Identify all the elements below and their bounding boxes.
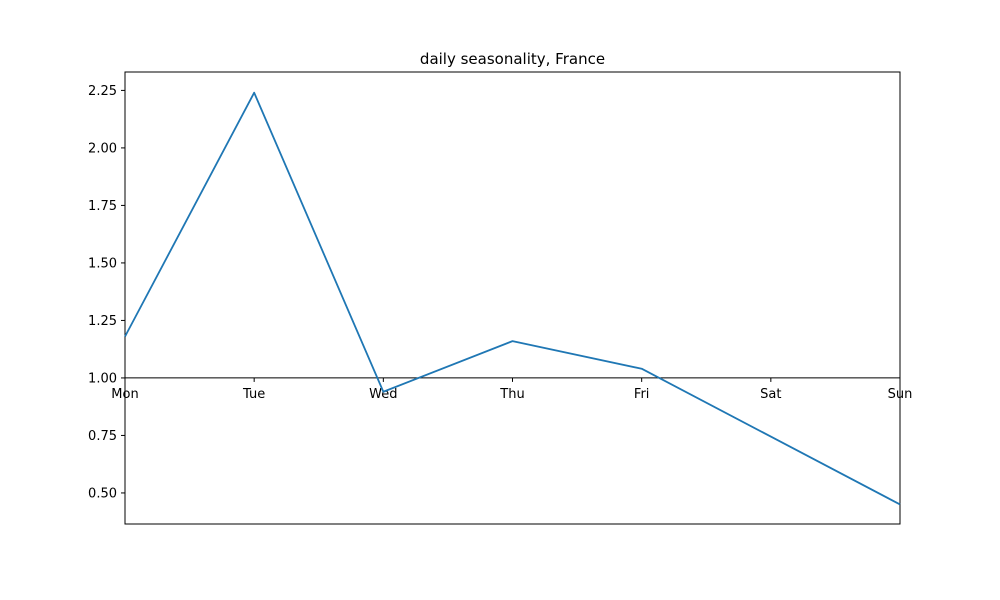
y-tick-label: 2.00 <box>88 141 117 156</box>
x-tick-label: Thu <box>499 387 524 402</box>
x-tick-label: Wed <box>369 387 397 402</box>
y-axis: 0.50 0.75 1.00 1.25 1.50 1.75 2.00 2.25 <box>88 84 125 501</box>
plot-frame <box>124 71 901 525</box>
y-tick-label: 2.25 <box>88 84 117 99</box>
y-tick-label: 0.75 <box>88 429 117 444</box>
y-tick-label: 1.00 <box>88 371 117 386</box>
series-line <box>124 91 901 506</box>
x-tick-label: Sun <box>888 387 913 402</box>
y-tick-label: 1.25 <box>88 314 117 329</box>
y-tick-label: 1.50 <box>88 256 117 271</box>
x-tick-label: Mon <box>111 387 138 402</box>
x-tick-label: Tue <box>242 387 265 402</box>
series-layer <box>124 91 901 506</box>
y-tick-label: 1.75 <box>88 199 117 214</box>
y-tick-label: 0.50 <box>88 486 117 501</box>
x-axis: Mon Tue Wed Thu Fri Sat Sun <box>111 377 913 402</box>
chart-title: daily seasonality, France <box>420 50 605 68</box>
x-tick-label: Sat <box>760 387 781 402</box>
x-tick-label: Fri <box>634 387 650 402</box>
